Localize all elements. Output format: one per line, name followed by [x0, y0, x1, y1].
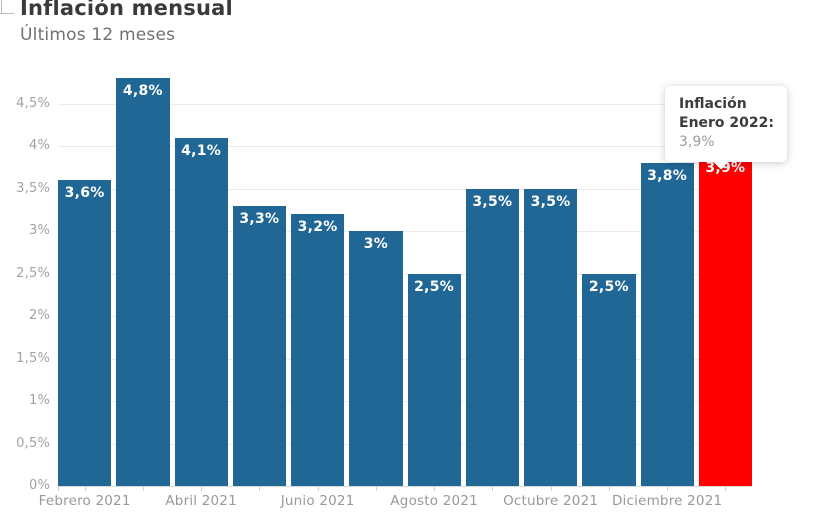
x-axis-tick: [375, 487, 377, 491]
x-axis-tick: [58, 487, 59, 491]
gridline: [58, 103, 752, 105]
bar-value-label: 3,5%: [472, 193, 513, 210]
y-axis-tick-label: 4%: [28, 138, 50, 153]
x-axis-tick: [201, 487, 203, 491]
bar-value-label: 2,5%: [588, 278, 629, 295]
chart-subtitle: Últimos 12 meses: [20, 25, 176, 45]
gridline: [58, 231, 752, 232]
gridline: [58, 401, 752, 402]
y-axis-tick-label: 4,5%: [16, 95, 50, 111]
bar[interactable]: 3%: [349, 231, 403, 486]
x-axis-tick-label: Octubre 2021: [503, 493, 599, 509]
tooltip-body: Enero 2022: 3,9%: [679, 114, 775, 152]
x-axis-tick: [434, 487, 436, 491]
bar[interactable]: 3,8%: [640, 163, 694, 486]
x-axis-tick: [608, 487, 610, 491]
y-axis-tick-label: 1,5%: [16, 350, 50, 366]
cropped-border-artifact: [1, 0, 2, 13]
chart-title: Inflación mensual: [20, 0, 233, 20]
gridline: [58, 486, 752, 487]
x-axis-tick-label: Diciembre 2021: [611, 493, 723, 509]
gridline: [58, 273, 752, 275]
x-axis-tick-label: Abril 2021: [165, 493, 237, 509]
gridline: [58, 443, 752, 445]
bar-value-label: 3%: [363, 236, 389, 252]
y-axis-tick-label: 0%: [28, 478, 50, 493]
x-axis-tick: [725, 487, 727, 491]
tooltip-label: Enero 2022:: [679, 115, 774, 131]
cropped-border-artifact: [0, 13, 14, 14]
y-axis-tick-label: 0,5%: [16, 435, 50, 451]
bar[interactable]: 2,5%: [407, 273, 461, 486]
gridline: [58, 146, 752, 147]
x-axis-tick-label: Agosto 2021: [390, 493, 478, 509]
x-axis-tick: [259, 487, 261, 491]
x-axis-tick: [84, 487, 86, 491]
y-axis-tick-label: 3%: [28, 223, 50, 238]
x-axis-tick: [550, 487, 552, 491]
tooltip-value: 3,9%: [679, 134, 715, 150]
y-axis-tick-label: 2,5%: [16, 265, 50, 281]
bar-value-label: 3,5%: [530, 193, 571, 210]
bar-value-label: 3,3%: [239, 210, 280, 227]
bar[interactable]: 4,8%: [116, 78, 170, 486]
tooltip: Inflación Enero 2022: 3,9%: [665, 86, 787, 170]
bar[interactable]: 3,5%: [524, 188, 578, 486]
bar-value-label: 2,5%: [414, 278, 455, 295]
gridline: [58, 358, 752, 360]
y-axis-tick-label: 1%: [28, 393, 50, 408]
x-axis-tick: [142, 487, 144, 491]
x-axis-tick: [317, 487, 319, 491]
bar[interactable]: 3,2%: [291, 214, 345, 486]
bar[interactable]: 3,3%: [232, 205, 286, 486]
bar[interactable]: 2,5%: [582, 273, 636, 486]
x-axis-tick-label: Junio 2021: [280, 493, 355, 509]
bar-value-label: 3,6%: [64, 185, 105, 201]
bar[interactable]: 3,6%: [58, 180, 112, 486]
y-axis-tick-label: 3,5%: [16, 180, 50, 196]
bar-value-label: 4,8%: [122, 83, 163, 99]
gridline: [58, 188, 752, 190]
gridline: [58, 316, 752, 317]
y-axis-tick-label: 2%: [28, 308, 50, 323]
bar[interactable]: 4,1%: [174, 137, 228, 486]
x-axis-tick: [492, 487, 494, 491]
x-axis-tick: [667, 487, 669, 491]
bar-value-label: 4,1%: [181, 142, 222, 159]
bar[interactable]: 3,5%: [465, 188, 519, 486]
bar-value-label: 3,8%: [647, 168, 688, 184]
bar-value-label: 3,2%: [297, 219, 338, 235]
x-axis-tick-label: Febrero 2021: [38, 493, 131, 509]
tooltip-title: Inflación: [679, 96, 747, 112]
bar-highlighted[interactable]: 3,9%: [698, 154, 752, 486]
